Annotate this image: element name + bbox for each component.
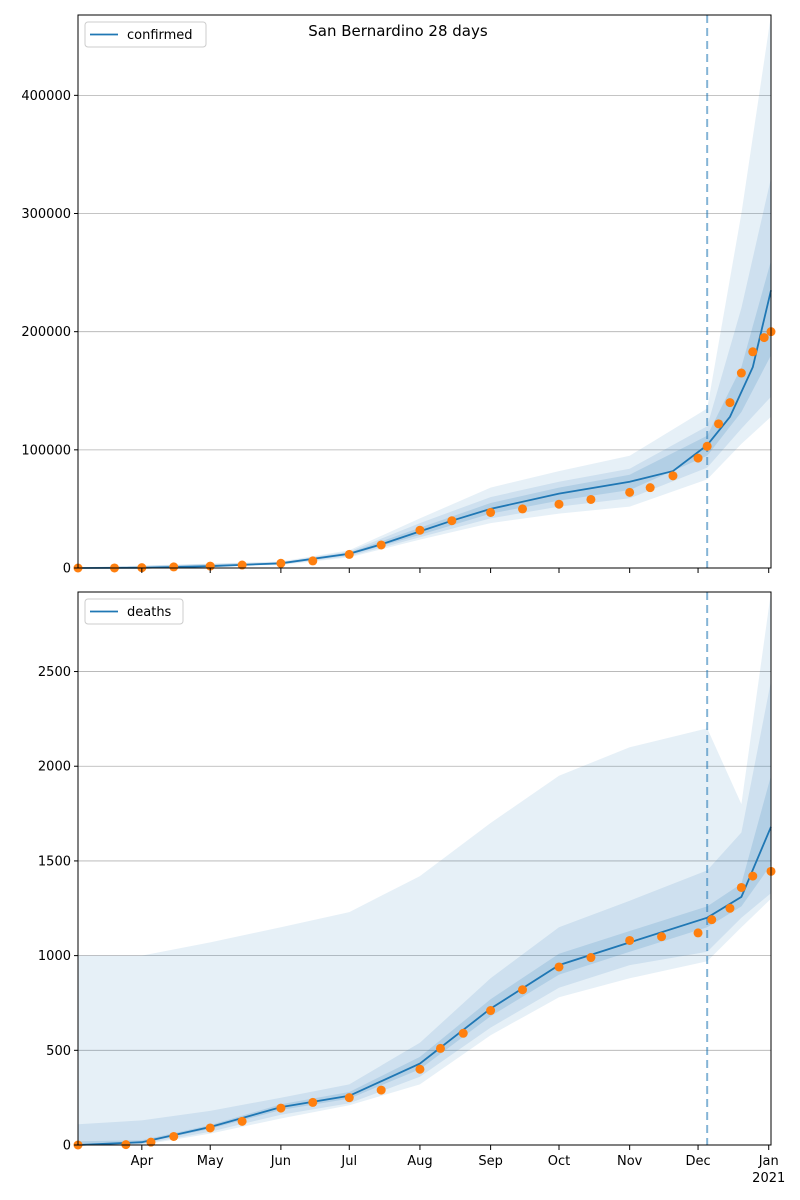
observed-point <box>645 483 655 493</box>
uncertainty-band <box>78 592 771 1145</box>
observed-point <box>435 1043 445 1053</box>
confirmed-panel: 0 100000 200000 300000 400000 confirmed <box>21 14 776 577</box>
observed-point <box>586 953 596 963</box>
x-tick-label: Jun <box>270 1154 291 1169</box>
observed-point <box>554 962 564 972</box>
observed-point <box>518 985 528 995</box>
observed-point <box>276 558 286 568</box>
legend-box <box>84 21 207 48</box>
observed-point <box>376 540 386 550</box>
observed-point <box>486 507 496 517</box>
y-tick-label: 1500 <box>38 854 71 869</box>
observed-point <box>693 928 703 938</box>
legend-label: confirmed <box>127 28 193 43</box>
deaths-panel: 0 500 1000 1500 2000 2500 Apr May Jun Jul Aug Sep Oc… <box>38 591 785 1186</box>
y-tick-label: 300000 <box>21 207 71 222</box>
observed-point <box>486 1006 496 1016</box>
observed-point <box>169 1131 179 1141</box>
observed-point <box>714 419 724 429</box>
y-tick-label: 200000 <box>21 325 71 340</box>
observed-point <box>376 1085 386 1095</box>
observed-point <box>415 1064 425 1074</box>
legend-box <box>84 598 184 625</box>
observed-point <box>205 1123 215 1133</box>
observed-point <box>447 516 457 526</box>
y-tick-label: 2500 <box>38 665 71 680</box>
x-tick-label: Jan <box>758 1154 779 1169</box>
observed-point <box>518 504 528 514</box>
observed-point <box>702 441 712 451</box>
uncertainty-band <box>78 178 771 568</box>
observed-point <box>586 494 596 504</box>
observed-point <box>657 932 667 942</box>
legend-label: deaths <box>127 605 172 620</box>
y-tick-label: 2000 <box>38 760 71 775</box>
observed-point <box>736 882 746 892</box>
y-tick-label: 500 <box>46 1044 71 1059</box>
observed-point <box>554 499 564 509</box>
observed-point <box>415 525 425 535</box>
median-line <box>77 826 772 1146</box>
plot-frame <box>77 14 772 569</box>
x-tick-label: Oct <box>548 1154 570 1169</box>
observed-point <box>707 915 717 925</box>
y-tick-label: 100000 <box>21 443 71 458</box>
observed-point <box>693 453 703 463</box>
observed-point <box>748 347 758 357</box>
y-tick-label: 1000 <box>38 949 71 964</box>
observed-point <box>344 549 354 559</box>
observed-point <box>237 1116 247 1126</box>
observed-point <box>668 471 678 481</box>
uncertainty-band <box>78 260 771 568</box>
observed-point <box>308 556 318 566</box>
x-tick-label: Nov <box>617 1154 643 1169</box>
legend: deaths <box>84 598 184 625</box>
observed-point <box>169 562 179 572</box>
legend: confirmed <box>84 21 207 48</box>
x-year-label: 2021 <box>752 1171 785 1186</box>
observed-point <box>458 1028 468 1038</box>
uncertainty-band <box>78 15 771 568</box>
uncertainty-band <box>78 681 771 1145</box>
x-tick-label: May <box>197 1154 224 1169</box>
y-tick-label: 400000 <box>21 89 71 104</box>
x-tick-label: Dec <box>685 1154 710 1169</box>
x-tick-label: Jul <box>340 1154 357 1169</box>
observed-point <box>146 1137 156 1147</box>
x-tick-label: Apr <box>131 1154 154 1169</box>
x-tick-label: Aug <box>407 1154 432 1169</box>
observed-point <box>276 1103 286 1113</box>
plot-frame <box>77 591 772 1146</box>
observed-point <box>725 398 735 408</box>
observed-point <box>725 903 735 913</box>
observed-point <box>759 333 769 343</box>
observed-point <box>748 871 758 881</box>
observed-point <box>736 368 746 378</box>
figure-title: San Bernardino 28 days <box>308 22 488 40</box>
y-tick-label: 0 <box>63 562 71 577</box>
x-tick-label: Sep <box>478 1154 503 1169</box>
observed-point <box>237 560 247 570</box>
observed-point <box>625 487 635 497</box>
observed-point <box>625 935 635 945</box>
observed-point <box>308 1097 318 1107</box>
observed-point <box>344 1093 354 1103</box>
y-tick-label: 0 <box>63 1139 71 1154</box>
